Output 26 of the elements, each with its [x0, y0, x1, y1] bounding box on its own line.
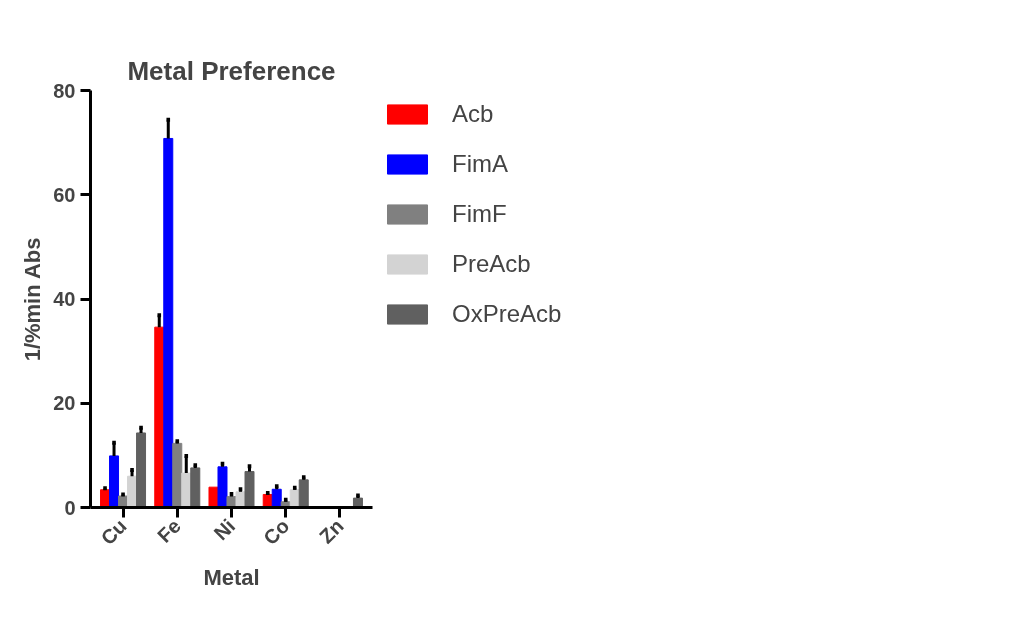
x-tick-label: Fe — [152, 514, 186, 547]
x-tick-label: Co — [259, 514, 294, 550]
legend-label: FimA — [452, 150, 508, 178]
y-tick-label: 60 — [53, 183, 76, 206]
x-tick-label: Zn — [314, 514, 348, 548]
y-tick-label: 40 — [53, 288, 76, 310]
bar — [298, 479, 309, 508]
bar — [172, 442, 183, 508]
y-axis-title: 1/%min Abs — [20, 237, 46, 362]
legend-label: OxPreAcb — [452, 300, 562, 328]
legend-label: PreAcb — [452, 250, 531, 278]
bar — [217, 466, 228, 508]
x-axis-title: Metal — [203, 564, 260, 590]
chart-title: Metal Preference — [127, 55, 336, 86]
x-tick-label: Cu — [96, 514, 131, 550]
legend-label: FimF — [452, 200, 507, 228]
legend-label: Acb — [452, 100, 494, 128]
bar — [136, 432, 147, 508]
y-tick-label: 0 — [64, 496, 76, 519]
x-tick-label: Ni — [209, 514, 240, 545]
bar — [190, 467, 201, 508]
y-tick-label: 80 — [53, 79, 76, 102]
bar — [163, 137, 174, 508]
y-tick-label: 20 — [53, 392, 76, 415]
bar — [244, 471, 255, 508]
bar — [109, 455, 120, 508]
